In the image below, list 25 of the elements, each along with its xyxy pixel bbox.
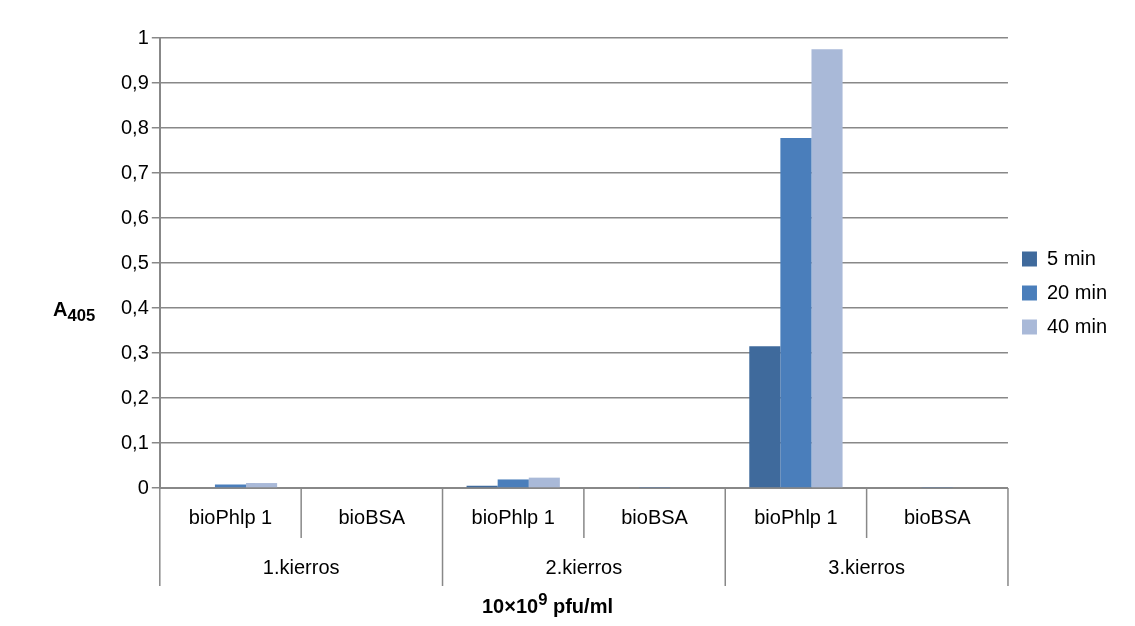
x-tick-label: bioBSA	[338, 505, 406, 528]
y-tick-label: 0	[137, 475, 149, 498]
x-tick-label: bioBSA	[903, 505, 972, 528]
legend-label: 40 min	[1046, 314, 1107, 337]
y-tick-label: 0,4	[120, 295, 149, 318]
y-tick-label: 0,8	[120, 115, 149, 138]
text: 2.kierros	[545, 555, 623, 578]
x-tick-label: bioBSA	[621, 505, 689, 528]
text: 1.kierros	[262, 555, 340, 578]
y-axis-title: A$_{405}$	[53, 298, 96, 326]
y-tick-label: 0,1	[120, 430, 149, 453]
legend-label: 20 min	[1046, 280, 1107, 303]
y-tick-label: 0,3	[120, 340, 149, 363]
x-tick-label: bioPhlp 1	[471, 505, 555, 528]
y-tick-label: 0,9	[120, 70, 149, 93]
y-tick-label: 0,2	[120, 385, 149, 408]
legend-label: 5 min	[1046, 246, 1096, 269]
y-tick-label: 0,5	[120, 250, 149, 273]
y-tick-label: 0,7	[120, 160, 149, 183]
x-tick-label: bioPhlp 1	[188, 505, 273, 528]
y-tick-label: 0,6	[120, 205, 149, 228]
text: 3.kierros	[828, 555, 905, 578]
y-tick-label: 1	[137, 25, 149, 48]
x-axis-title: 10×10$^{9}$ pfu/ml	[482, 590, 613, 617]
x-tick-label: bioPhlp 1	[754, 505, 838, 528]
